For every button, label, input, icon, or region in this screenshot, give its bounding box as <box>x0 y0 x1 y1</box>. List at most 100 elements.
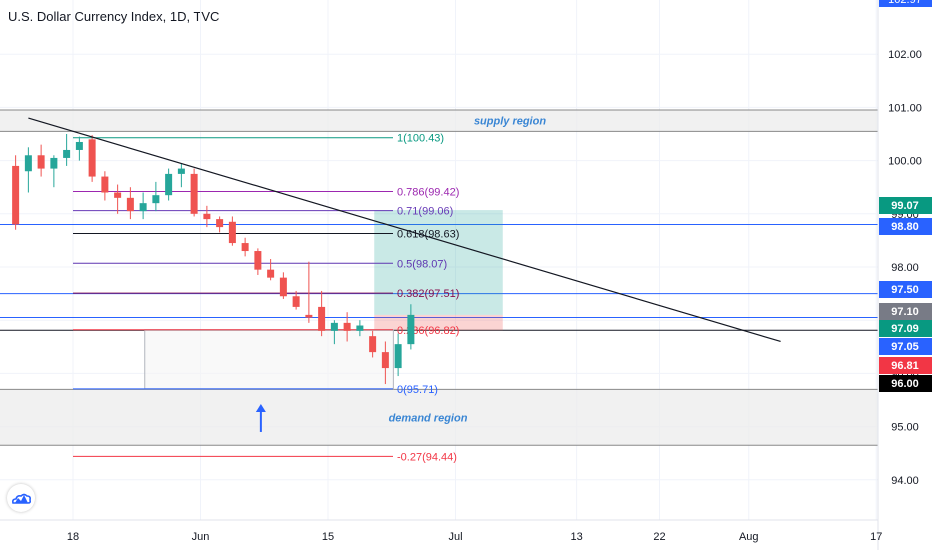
price-tag-label: 99.07 <box>891 200 919 212</box>
candle <box>241 237 249 257</box>
price-tag <box>879 357 932 374</box>
candle-body <box>241 243 249 252</box>
candle <box>101 171 109 201</box>
candle <box>37 144 45 177</box>
candle-body <box>381 352 389 369</box>
candle-body <box>318 306 326 331</box>
fib-level-label: 0.786(99.42) <box>397 186 459 198</box>
candle <box>50 155 58 188</box>
candle <box>139 192 147 220</box>
candle <box>356 320 364 337</box>
candle <box>177 163 185 188</box>
price-tick-label: 94.00 <box>891 475 919 487</box>
candle-body <box>407 314 415 345</box>
candle-body <box>152 195 160 204</box>
price-tag <box>879 320 932 337</box>
trendline[interactable] <box>28 117 781 343</box>
candle-body <box>305 314 313 318</box>
fib-level-label: 0.382(97.51) <box>397 288 459 300</box>
fib-level-label: -0.27(94.44) <box>397 451 457 463</box>
date-tick-label: 22 <box>653 531 665 543</box>
candle <box>394 333 402 377</box>
date-tick-label: 13 <box>571 531 583 543</box>
supply-region-label: supply region <box>474 116 546 128</box>
candle-body <box>330 322 338 331</box>
date-tick-label: 18 <box>67 531 79 543</box>
candle <box>267 259 275 281</box>
candle-body <box>190 173 198 214</box>
arrow-up-head <box>255 403 266 412</box>
candle-body <box>343 322 351 331</box>
candle <box>279 272 287 299</box>
candle-body <box>12 165 20 225</box>
price-tag-label: 97.10 <box>891 306 919 318</box>
horizontal-lines <box>0 223 878 331</box>
candle <box>305 261 313 323</box>
candle <box>292 290 300 310</box>
candle <box>407 304 415 350</box>
price-tag-label: 96.00 <box>891 378 919 390</box>
candle <box>318 290 326 337</box>
candle <box>24 147 32 193</box>
price-tag <box>879 375 932 392</box>
price-tick-label: 98.00 <box>891 262 919 274</box>
candle-body <box>267 269 275 278</box>
candle <box>190 168 198 217</box>
candle <box>203 205 211 228</box>
candle <box>216 216 224 233</box>
chart-title: U.S. Dollar Currency Index, 1D, TVC <box>8 9 220 24</box>
cloud-icon <box>12 493 32 504</box>
date-tick-label: Aug <box>739 531 759 543</box>
fib-level-label: 1(100.43) <box>397 133 444 145</box>
price-tick-label: 100.00 <box>888 156 922 168</box>
candle <box>12 155 20 230</box>
price-tag-label: 98.80 <box>891 221 919 233</box>
price-tag <box>879 281 932 298</box>
price-tag <box>879 303 932 320</box>
region-band <box>0 110 878 132</box>
candle-body <box>292 296 300 307</box>
candle <box>152 181 160 212</box>
date-tick-label: 17 <box>870 531 882 543</box>
candle <box>114 184 122 214</box>
candle-body <box>369 336 377 353</box>
candle-body <box>177 168 185 174</box>
candle-body <box>50 157 58 169</box>
candle <box>343 312 351 342</box>
regions: supply region demand region <box>0 109 878 446</box>
date-tick-label: Jun <box>192 531 210 543</box>
candle <box>88 135 96 182</box>
candle-body <box>139 203 147 212</box>
candle-body <box>356 325 364 331</box>
fib-level-label: 0.71(99.06) <box>397 206 453 218</box>
candle-body <box>114 192 122 198</box>
candle-body <box>165 173 173 196</box>
trendline-line <box>28 117 781 343</box>
annotations <box>255 403 266 432</box>
date-range-box <box>144 329 394 390</box>
candle <box>63 134 71 166</box>
price-tick-label: 95.00 <box>891 422 919 434</box>
top-price-tag <box>879 0 932 7</box>
price-tag-label: 97.09 <box>891 323 919 335</box>
date-tick-label: Jul <box>448 531 462 543</box>
stop-zone <box>374 314 503 331</box>
candle <box>228 216 236 246</box>
candle-body <box>88 139 96 177</box>
candle <box>75 136 83 161</box>
candle-body <box>228 221 236 244</box>
fib-level-label: 0(95.71) <box>397 384 438 396</box>
candles <box>12 134 415 385</box>
region-band <box>0 389 878 446</box>
candle <box>165 168 173 201</box>
candle <box>254 248 262 275</box>
price-tick-label: 101.00 <box>888 102 922 114</box>
price-tag <box>879 338 932 355</box>
candle <box>330 320 338 345</box>
price-tick-label: 102.00 <box>888 49 922 61</box>
candle <box>381 341 389 385</box>
candle-body <box>75 141 83 150</box>
tradingview-logo[interactable] <box>7 484 35 512</box>
